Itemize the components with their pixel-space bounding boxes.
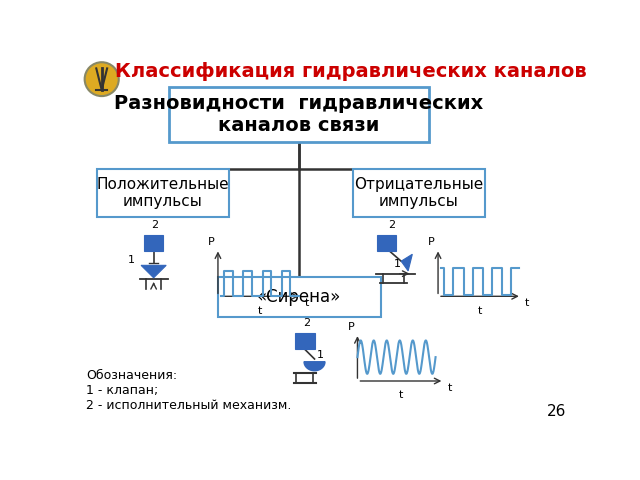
Text: «Сирена»: «Сирена» xyxy=(257,288,342,306)
Polygon shape xyxy=(304,362,325,371)
Bar xyxy=(295,333,314,349)
Text: 2: 2 xyxy=(152,220,159,230)
Text: 1: 1 xyxy=(394,259,401,269)
Bar xyxy=(169,87,429,142)
Text: Разновидности  гидравлических
каналов связи: Разновидности гидравлических каналов свя… xyxy=(115,94,484,135)
Circle shape xyxy=(84,62,119,96)
Bar xyxy=(144,235,163,252)
Text: Классификация гидравлических каналов: Классификация гидравлических каналов xyxy=(115,62,587,81)
Text: 1: 1 xyxy=(317,350,324,360)
Text: t: t xyxy=(305,298,309,308)
Text: t: t xyxy=(477,306,482,315)
Polygon shape xyxy=(401,254,412,271)
Bar xyxy=(97,169,229,217)
Text: t: t xyxy=(525,298,529,308)
Text: t: t xyxy=(258,306,262,315)
Text: t: t xyxy=(399,390,403,400)
Text: 2: 2 xyxy=(303,318,310,328)
Text: P: P xyxy=(208,237,215,247)
Text: P: P xyxy=(348,322,355,332)
Text: P: P xyxy=(428,237,435,247)
Text: Отрицательные
импульсы: Отрицательные импульсы xyxy=(354,177,483,209)
Bar xyxy=(218,277,381,317)
Text: 1: 1 xyxy=(128,255,135,265)
Bar xyxy=(353,169,484,217)
Text: t: t xyxy=(447,383,452,393)
Text: 26: 26 xyxy=(547,405,566,420)
Polygon shape xyxy=(141,265,166,278)
Text: Положительные
импульсы: Положительные импульсы xyxy=(97,177,229,209)
Text: Обозначения:
1 - клапан;
2 - исполнительный механизм.: Обозначения: 1 - клапан; 2 - исполнитель… xyxy=(86,369,292,412)
Text: 2: 2 xyxy=(388,220,395,230)
Bar xyxy=(378,235,396,252)
